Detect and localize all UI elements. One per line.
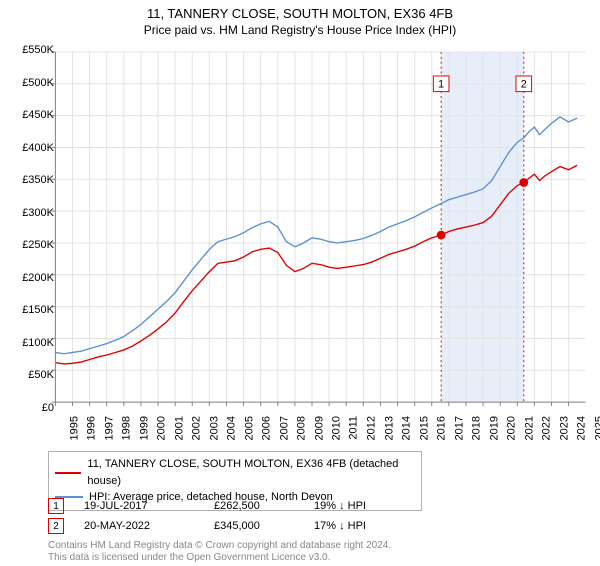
x-tick-label: 2005 [243, 416, 255, 440]
x-tick-label: 2002 [191, 416, 203, 440]
sale-date-2: 20-MAY-2022 [84, 520, 214, 532]
footer-line-1: Contains HM Land Registry data © Crown c… [48, 540, 391, 552]
x-tick-label: 2010 [331, 416, 343, 440]
sale-diff-1: 19% ↓ HPI [314, 500, 414, 512]
legend-swatch-property [55, 472, 81, 474]
sale-date-1: 19-JUL-2017 [84, 500, 214, 512]
y-tick-label: £400K [6, 142, 54, 154]
y-tick-label: £300K [6, 207, 54, 219]
x-tick-label: 2017 [453, 416, 465, 440]
x-tick-label: 2016 [436, 416, 448, 440]
y-tick-label: £200K [6, 272, 54, 284]
y-tick-label: £500K [6, 77, 54, 89]
sales-row-1: 1 19-JUL-2017 £262,500 19% ↓ HPI [48, 496, 414, 516]
x-tick-label: 2007 [278, 416, 290, 440]
svg-text:1: 1 [438, 79, 444, 91]
y-tick-label: £550K [6, 44, 54, 56]
x-tick-label: 1997 [103, 416, 115, 440]
sale-diff-2: 17% ↓ HPI [314, 520, 414, 532]
x-tick-label: 2019 [488, 416, 500, 440]
legend-row-property: 11, TANNERY CLOSE, SOUTH MOLTON, EX36 4F… [55, 456, 415, 489]
x-tick-label: 1995 [68, 416, 80, 440]
sale-price-2: £345,000 [214, 520, 314, 532]
x-tick-label: 2009 [313, 416, 325, 440]
legend-label-property: 11, TANNERY CLOSE, SOUTH MOLTON, EX36 4F… [87, 456, 415, 489]
chart-svg: 12 [48, 50, 590, 408]
sale-marker-2: 2 [48, 518, 64, 534]
y-tick-label: £100K [6, 337, 54, 349]
sale-marker-1: 1 [48, 498, 64, 514]
x-tick-label: 2013 [383, 416, 395, 440]
x-tick-label: 2003 [208, 416, 220, 440]
x-tick-label: 2022 [541, 416, 553, 440]
y-tick-label: £450K [6, 109, 54, 121]
chart-area: 12 [48, 50, 590, 408]
x-tick-label: 1999 [138, 416, 150, 440]
footer-line-2: This data is licensed under the Open Gov… [48, 552, 391, 564]
x-tick-label: 2024 [576, 416, 588, 440]
x-tick-label: 2025 [593, 416, 600, 440]
x-tick-label: 2011 [347, 416, 359, 440]
y-tick-label: £50K [6, 369, 54, 381]
x-tick-label: 1998 [121, 416, 133, 440]
x-tick-label: 1996 [86, 416, 98, 440]
x-tick-label: 2001 [173, 416, 185, 440]
x-tick-label: 2023 [558, 416, 570, 440]
sale-price-1: £262,500 [214, 500, 314, 512]
x-tick-label: 2015 [418, 416, 430, 440]
y-tick-label: £350K [6, 174, 54, 186]
sales-table: 1 19-JUL-2017 £262,500 19% ↓ HPI 2 20-MA… [48, 496, 414, 536]
x-tick-label: 2012 [366, 416, 378, 440]
x-tick-label: 2006 [261, 416, 273, 440]
y-tick-label: £0 [6, 402, 54, 414]
x-tick-label: 2000 [156, 416, 168, 440]
x-tick-label: 2004 [226, 416, 238, 440]
chart-container: 11, TANNERY CLOSE, SOUTH MOLTON, EX36 4F… [0, 6, 600, 566]
svg-text:2: 2 [521, 79, 527, 91]
x-tick-label: 2018 [471, 416, 483, 440]
x-tick-label: 2008 [296, 416, 308, 440]
x-tick-label: 2020 [506, 416, 518, 440]
footer: Contains HM Land Registry data © Crown c… [48, 540, 391, 564]
y-tick-label: £250K [6, 239, 54, 251]
chart-subtitle: Price paid vs. HM Land Registry's House … [0, 23, 600, 37]
sales-row-2: 2 20-MAY-2022 £345,000 17% ↓ HPI [48, 516, 414, 536]
y-tick-label: £150K [6, 304, 54, 316]
chart-title: 11, TANNERY CLOSE, SOUTH MOLTON, EX36 4F… [0, 6, 600, 21]
x-tick-label: 2021 [523, 416, 535, 440]
x-tick-label: 2014 [401, 416, 413, 440]
